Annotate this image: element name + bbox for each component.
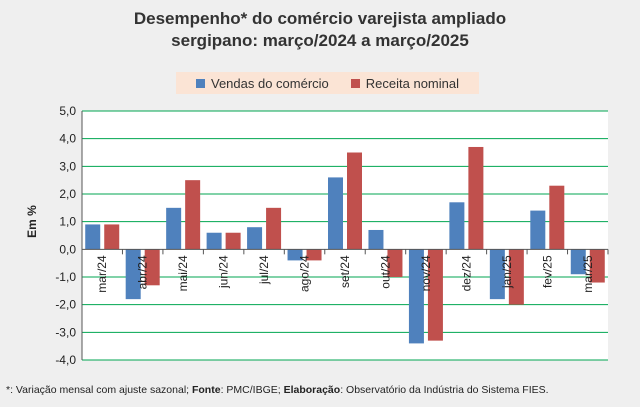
x-tick-label: jan/25 — [500, 255, 514, 289]
y-tick-label: -2,0 — [55, 298, 76, 312]
bar-vendas — [489, 249, 505, 300]
chart-title-line-2: sergipano: março/2024 a março/2025 — [171, 31, 469, 50]
y-tick-label: -1,0 — [55, 270, 76, 284]
bar-receita — [468, 146, 484, 250]
bar-vendas — [125, 249, 141, 300]
bar-vendas — [328, 177, 343, 250]
bar-receita — [104, 224, 120, 250]
bar-vendas — [247, 227, 263, 250]
bar-receita — [427, 249, 443, 341]
legend-item-vendas: Vendas do comércio — [195, 75, 329, 91]
x-tick-label: dez/24 — [459, 255, 473, 291]
plot-area — [82, 111, 608, 360]
bar-vendas — [287, 249, 303, 261]
y-tick-label: 1,0 — [59, 215, 76, 229]
bar-receita — [185, 180, 201, 250]
bar-vendas — [166, 207, 182, 250]
y-tick-label: 2,0 — [59, 187, 76, 201]
chart-title-line-1: Desempenho* do comércio varejista amplia… — [133, 9, 507, 28]
bar-receita — [549, 185, 565, 250]
bar-vendas — [530, 210, 546, 250]
x-tick-label: jul/24 — [257, 255, 271, 285]
bar-receita — [266, 207, 282, 250]
bar-vendas — [206, 232, 222, 250]
footnote: *: Variação mensal com ajuste sazonal; F… — [6, 384, 549, 396]
footnote-elaboracao-label: Elaboração — [283, 384, 341, 396]
legend-swatch-vendas — [195, 78, 205, 88]
bar-vendas — [570, 249, 586, 275]
legend-item-receita: Receita nominal — [350, 75, 459, 91]
x-tick-label: jun/24 — [217, 255, 231, 289]
y-tick-label: 0,0 — [59, 242, 76, 256]
y-axis-title: Em % — [25, 205, 39, 238]
bar-receita — [306, 249, 322, 261]
legend-label-vendas: Vendas do comércio — [210, 75, 329, 91]
bar-receita — [347, 152, 362, 250]
bar-receita — [144, 249, 160, 286]
y-tick-label: 4,0 — [59, 132, 76, 146]
bar-vendas — [368, 229, 384, 250]
x-tick-label: out/24 — [378, 255, 392, 289]
bar-receita — [508, 249, 524, 305]
x-tick-label: mar/25 — [581, 255, 595, 293]
bar-receita — [225, 232, 241, 250]
bar-receita — [589, 249, 605, 283]
legend-label-receita: Receita nominal — [365, 75, 459, 91]
footnote-fonte-label: Fonte — [191, 384, 221, 396]
x-tick-label: ago/24 — [298, 255, 312, 292]
footnote-text-1: *: Variação mensal com ajuste sazonal; — [6, 384, 192, 396]
y-tick-label: 5,0 — [59, 104, 76, 118]
y-tick-label: -3,0 — [55, 325, 76, 339]
x-tick-label: mar/24 — [95, 255, 109, 293]
x-tick-label: mai/24 — [176, 255, 190, 291]
x-tick-label: fev/25 — [540, 255, 554, 288]
x-tick-label: set/24 — [338, 255, 352, 288]
chart-title: Desempenho* do comércio varejista amplia… — [0, 8, 640, 52]
chart-plot: 5,0 4,0 3,0 2,0 1,0 0,0 -1,0 -2,0 -3,0 -4,0 Em % ma… — [25, 104, 609, 367]
x-tick-label: nov/24 — [419, 255, 433, 291]
bar-vendas — [408, 249, 424, 344]
y-tick-label: -4,0 — [55, 353, 76, 367]
legend: Vendas do comércio Receita nominal — [176, 72, 479, 94]
y-tick-label: 3,0 — [59, 159, 76, 173]
x-tick-label: abr/24 — [136, 255, 150, 289]
footnote-text-3: : Observatório da Indústria do Sistema F… — [340, 384, 549, 396]
footnote-text-2: : PMC/IBGE; — [220, 384, 284, 396]
bar-vendas — [85, 224, 101, 250]
legend-swatch-receita — [350, 78, 360, 88]
bar-vendas — [449, 202, 465, 250]
bar-receita — [387, 249, 403, 277]
